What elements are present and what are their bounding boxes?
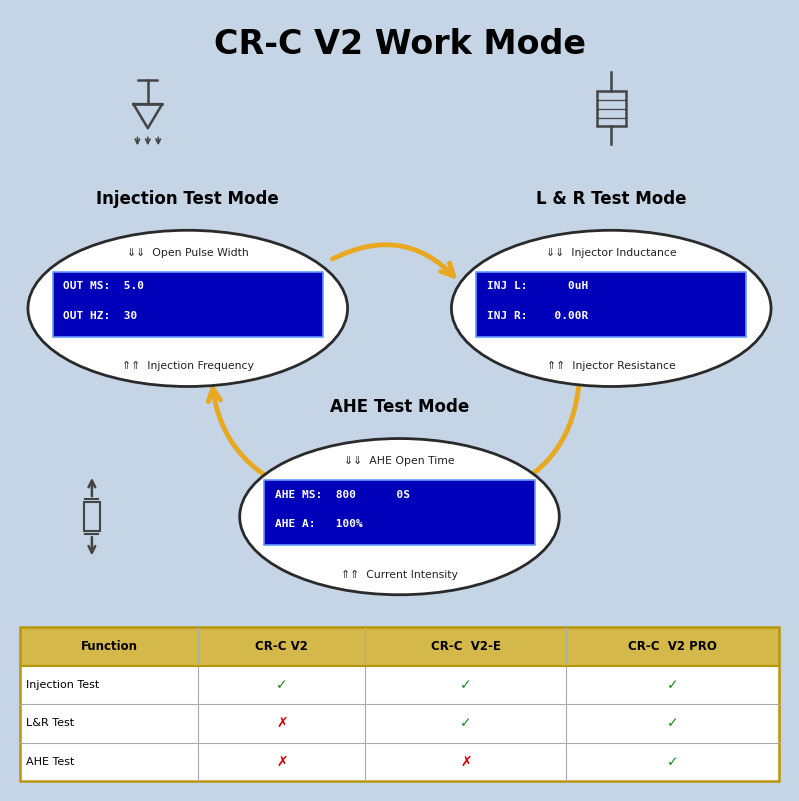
Ellipse shape: [240, 439, 559, 594]
Text: L & R Test Mode: L & R Test Mode: [536, 190, 686, 207]
Text: CR-C V2 Work Mode: CR-C V2 Work Mode: [213, 27, 586, 61]
Text: AHE A:   100%: AHE A: 100%: [275, 519, 363, 529]
Text: ⇑⇑  Injection Frequency: ⇑⇑ Injection Frequency: [121, 361, 254, 372]
Text: ✓: ✓: [667, 716, 678, 731]
Text: ✓: ✓: [276, 678, 288, 692]
Text: AHE MS:  800      0S: AHE MS: 800 0S: [275, 489, 410, 500]
Text: ⇑⇑  Injector Resistance: ⇑⇑ Injector Resistance: [547, 361, 676, 372]
FancyBboxPatch shape: [264, 480, 535, 545]
Text: CR-C  V2 PRO: CR-C V2 PRO: [628, 640, 718, 653]
FancyBboxPatch shape: [20, 666, 779, 704]
FancyBboxPatch shape: [20, 627, 779, 666]
Text: AHE Test Mode: AHE Test Mode: [330, 398, 469, 417]
Text: ✓: ✓: [667, 755, 678, 769]
FancyBboxPatch shape: [20, 743, 779, 781]
FancyBboxPatch shape: [476, 272, 746, 336]
Ellipse shape: [451, 231, 771, 387]
FancyBboxPatch shape: [53, 272, 323, 336]
Text: Function: Function: [81, 640, 137, 653]
Text: ✗: ✗: [276, 716, 288, 731]
Text: ✗: ✗: [460, 755, 471, 769]
Text: INJ L:      0uH: INJ L: 0uH: [487, 281, 588, 292]
Text: AHE Test: AHE Test: [26, 757, 74, 767]
Text: OUT MS:  5.0: OUT MS: 5.0: [63, 281, 144, 292]
Text: CR-C V2: CR-C V2: [256, 640, 308, 653]
Text: L&R Test: L&R Test: [26, 718, 74, 728]
Text: ⇓⇓  AHE Open Time: ⇓⇓ AHE Open Time: [344, 456, 455, 466]
Text: ⇑⇑  Current Intensity: ⇑⇑ Current Intensity: [341, 570, 458, 580]
Text: ✓: ✓: [667, 678, 678, 692]
Text: ✓: ✓: [460, 678, 471, 692]
Text: CR-C  V2-E: CR-C V2-E: [431, 640, 501, 653]
FancyBboxPatch shape: [20, 704, 779, 743]
Text: ✓: ✓: [460, 716, 471, 731]
Text: ✗: ✗: [276, 755, 288, 769]
Text: ⇓⇓  Open Pulse Width: ⇓⇓ Open Pulse Width: [127, 248, 248, 258]
Text: INJ R:    0.00R: INJ R: 0.00R: [487, 311, 588, 321]
Text: Injection Test: Injection Test: [26, 680, 99, 690]
Ellipse shape: [28, 231, 348, 387]
Text: Injection Test Mode: Injection Test Mode: [97, 190, 279, 207]
Text: ⇓⇓  Injector Inductance: ⇓⇓ Injector Inductance: [546, 248, 677, 258]
Text: OUT HZ:  30: OUT HZ: 30: [63, 311, 137, 321]
